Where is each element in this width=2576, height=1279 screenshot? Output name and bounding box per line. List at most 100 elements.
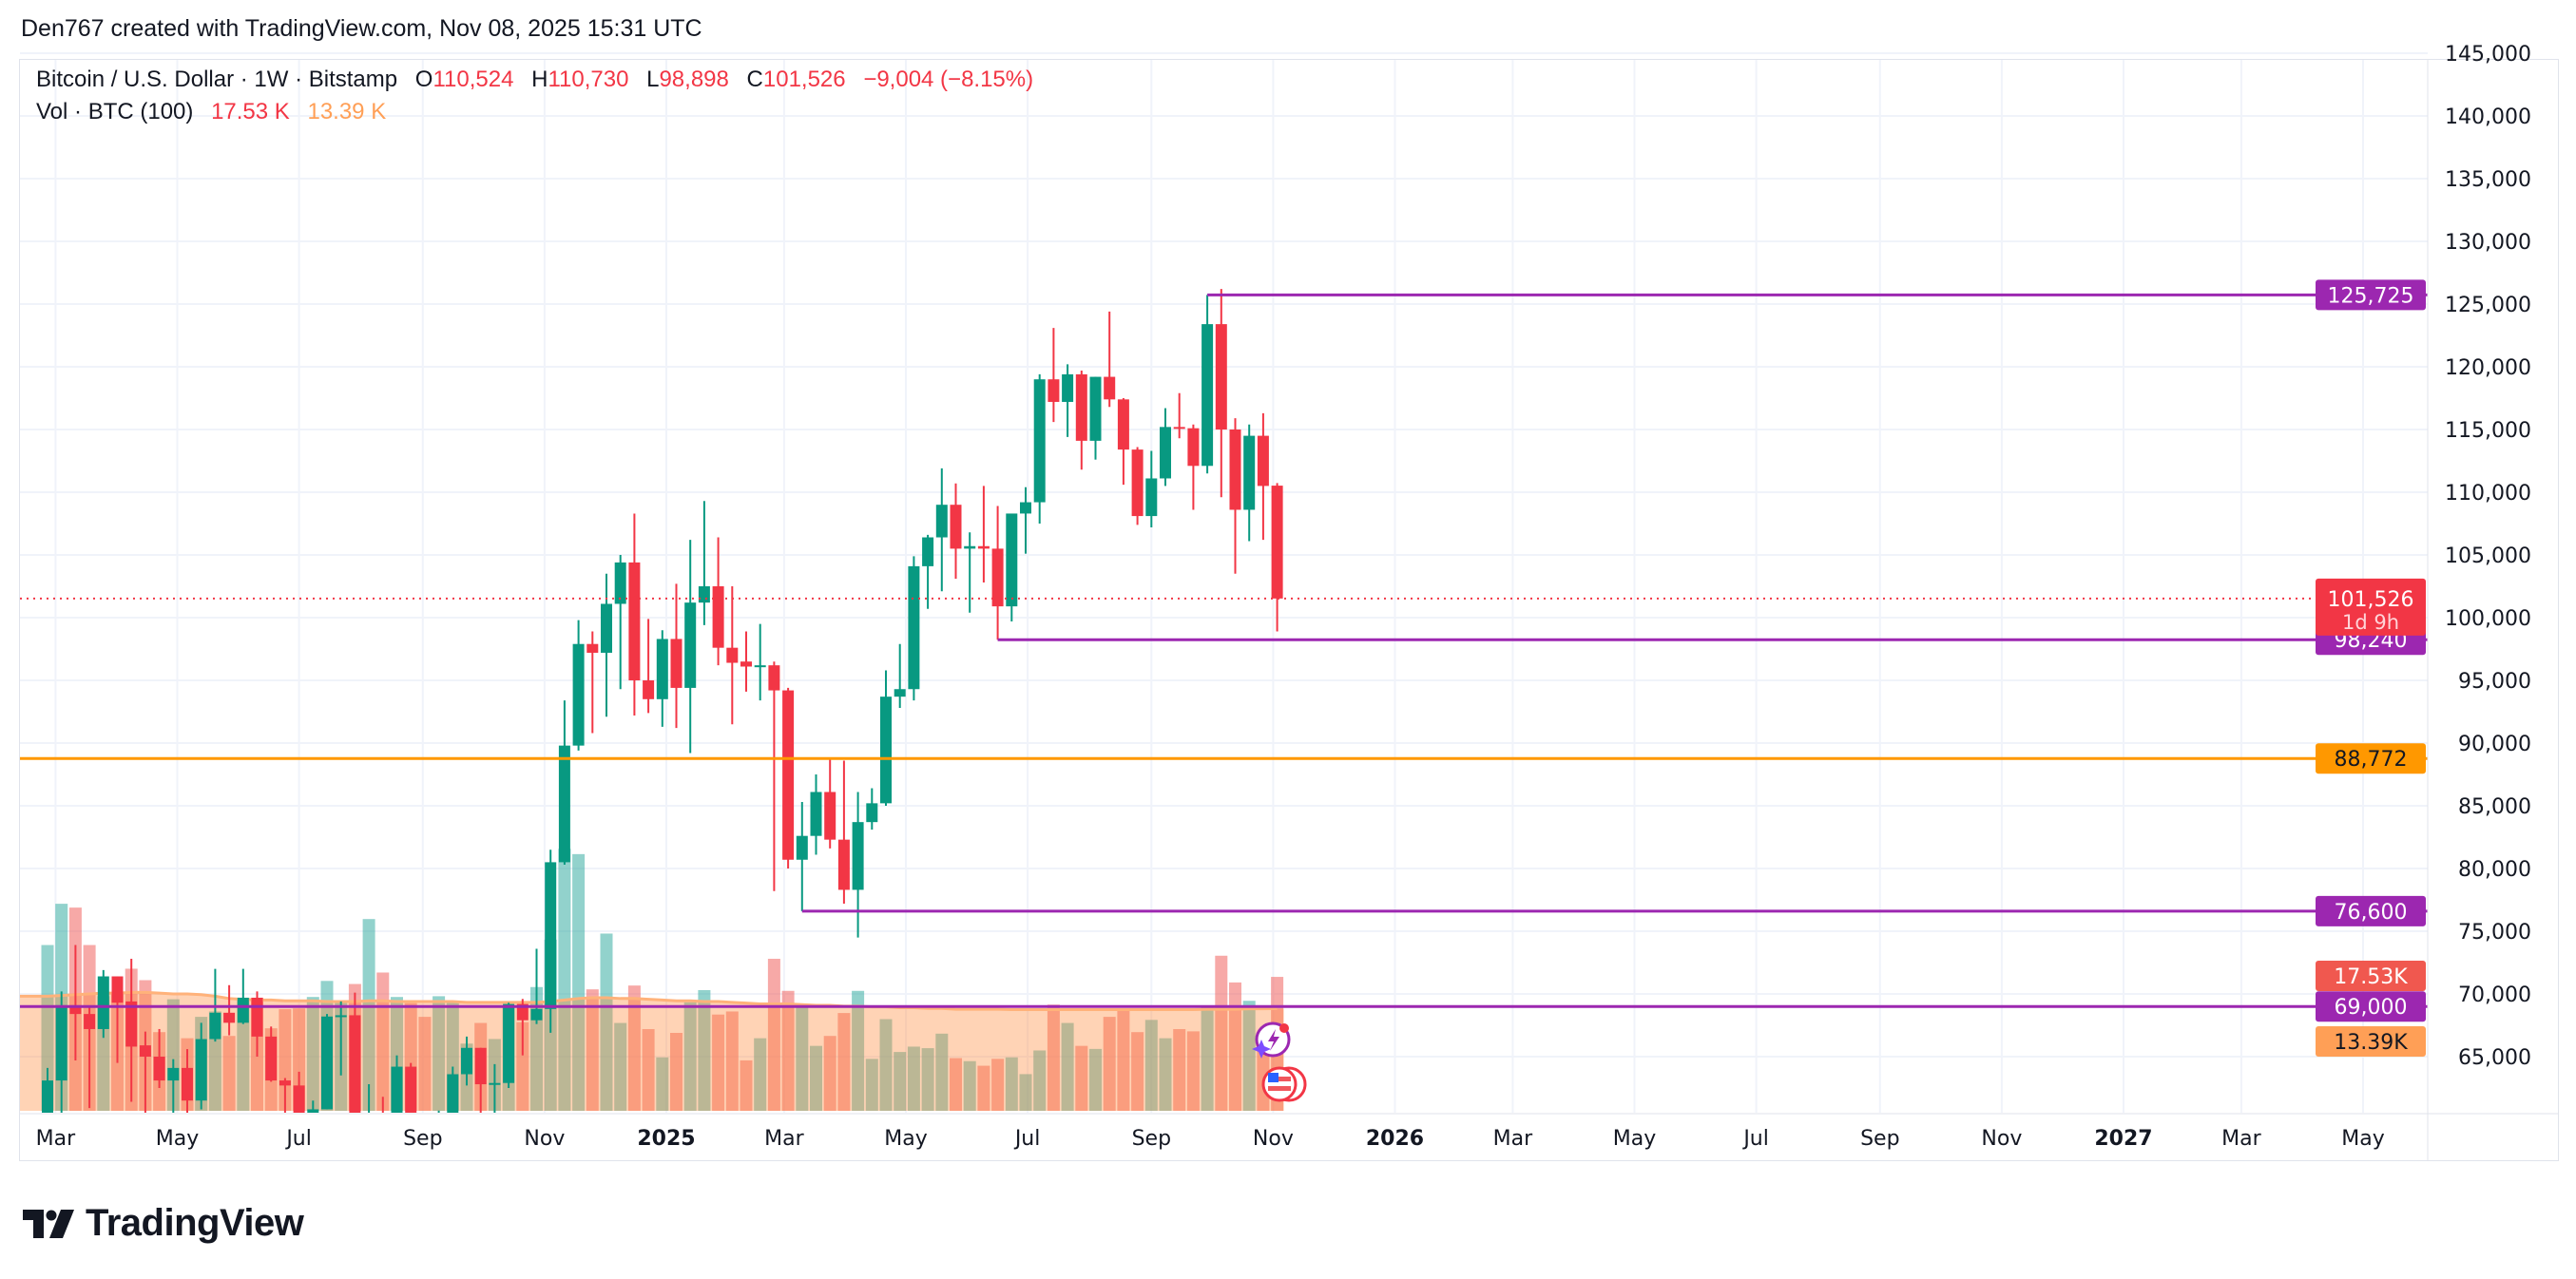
level-label: 125,725 [2328,284,2414,308]
candle-body [572,643,585,746]
level-label: 69,000 [2335,996,2408,1020]
candle-body [1006,513,1018,607]
volume-bar [627,985,641,1111]
volume-bar [781,990,795,1111]
candle [1215,289,1227,498]
candle [628,513,641,716]
candle-body [111,976,124,1003]
candle [1145,450,1158,527]
volume-bar [754,1038,767,1111]
open-label: O [414,67,433,92]
volume-value: 17.53 K [211,99,290,124]
y-tick-label: 120,000 [2445,356,2531,380]
candle-body [922,537,934,566]
close-value: 101,526 [762,67,846,92]
y-tick-label: 115,000 [2445,419,2531,443]
volume-bar [740,1059,753,1111]
volume-bar [293,1008,306,1111]
x-tick-label: Sep [403,1127,442,1151]
candle-body [195,1039,207,1101]
candle [782,687,795,869]
candle [97,969,109,1039]
candle [1089,376,1102,460]
candle-body [307,1109,319,1113]
x-tick-label: Mar [2221,1127,2261,1151]
candle-body [209,1012,221,1040]
horizontal-levels [20,293,2428,1008]
volume-bar [418,1017,432,1111]
x-tick-label: May [156,1127,199,1151]
candle-body [503,1003,515,1083]
candle [279,1078,291,1113]
volume-bar [991,1059,1005,1111]
candle [643,619,655,714]
us-flag-icon[interactable] [1261,1066,1307,1102]
candle-body [1257,435,1269,487]
volume-bars [20,849,1284,1111]
candle-body [1201,324,1214,467]
candle-body [810,792,822,836]
candle [950,483,962,580]
candle-body [740,661,752,667]
tradingview-logo[interactable]: TradingView [23,1202,304,1245]
volume-bar [837,1013,851,1111]
candle-body [880,697,892,804]
volume-bar [516,1021,529,1111]
candle-body [824,792,836,840]
volume-bar [879,1019,893,1111]
candle-body [1243,435,1256,510]
candle-body [698,586,710,603]
level-label-bg [2316,991,2426,1022]
candle-body [223,1012,236,1023]
candle [153,1028,165,1088]
price-axis[interactable]: 145,000 140,000 135,000 130,000 125,000 120,0… [2427,43,2531,1161]
volume-bar [767,959,780,1111]
candle [586,631,599,734]
volume-bar [1047,1004,1060,1111]
candle [740,631,752,692]
candle-body [837,839,850,890]
candle [55,991,67,1113]
volume-bar [950,1058,962,1111]
volume-bar [656,1057,669,1111]
x-tick-label: May [884,1127,927,1151]
open-value: 110,524 [433,67,514,92]
candle-body [293,1085,305,1113]
candle-body [251,997,263,1037]
candle [419,1144,431,1213]
volume-bar [977,1065,990,1111]
candle [1104,311,1116,408]
low-value: 98,898 [659,67,729,92]
candle [796,802,808,911]
candle-body [279,1080,291,1086]
lightning-sparkle-icon[interactable] [1252,1021,1291,1059]
volume-bar [852,990,865,1111]
candle [489,1063,501,1113]
candle-body [84,1014,96,1029]
symbol-legend[interactable]: Bitcoin / U.S. Dollar · 1W · Bitstamp O1… [36,67,1033,93]
candle [1243,424,1256,542]
candle [139,1031,151,1113]
volume-bar [683,1002,697,1111]
candle-body [335,1015,347,1018]
candle-body [321,1016,333,1110]
y-tick-label: 100,000 [2445,607,2531,631]
candle-body [768,665,780,691]
time-axis[interactable]: Mar May Jul Sep Nov 2025 Mar May Jul Sep Nov 2026 Ma… [19,1113,2559,1151]
candle [1229,418,1241,574]
candle [1033,373,1046,524]
volume-bar [41,945,54,1111]
y-tick-label: 110,000 [2445,482,2531,506]
x-tick-label: Mar [36,1127,76,1151]
candle-body [167,1067,180,1081]
volume-bar [921,1048,934,1111]
candle-body [935,505,948,538]
candle [335,1001,347,1076]
candle [1187,424,1200,510]
candle-body [614,562,626,604]
candle [1160,408,1171,487]
volume-bar [1089,1048,1102,1111]
y-tick-label: 75,000 [2458,921,2531,945]
volume-legend[interactable]: Vol · BTC (100) 17.53 K 13.39 K [36,99,386,125]
